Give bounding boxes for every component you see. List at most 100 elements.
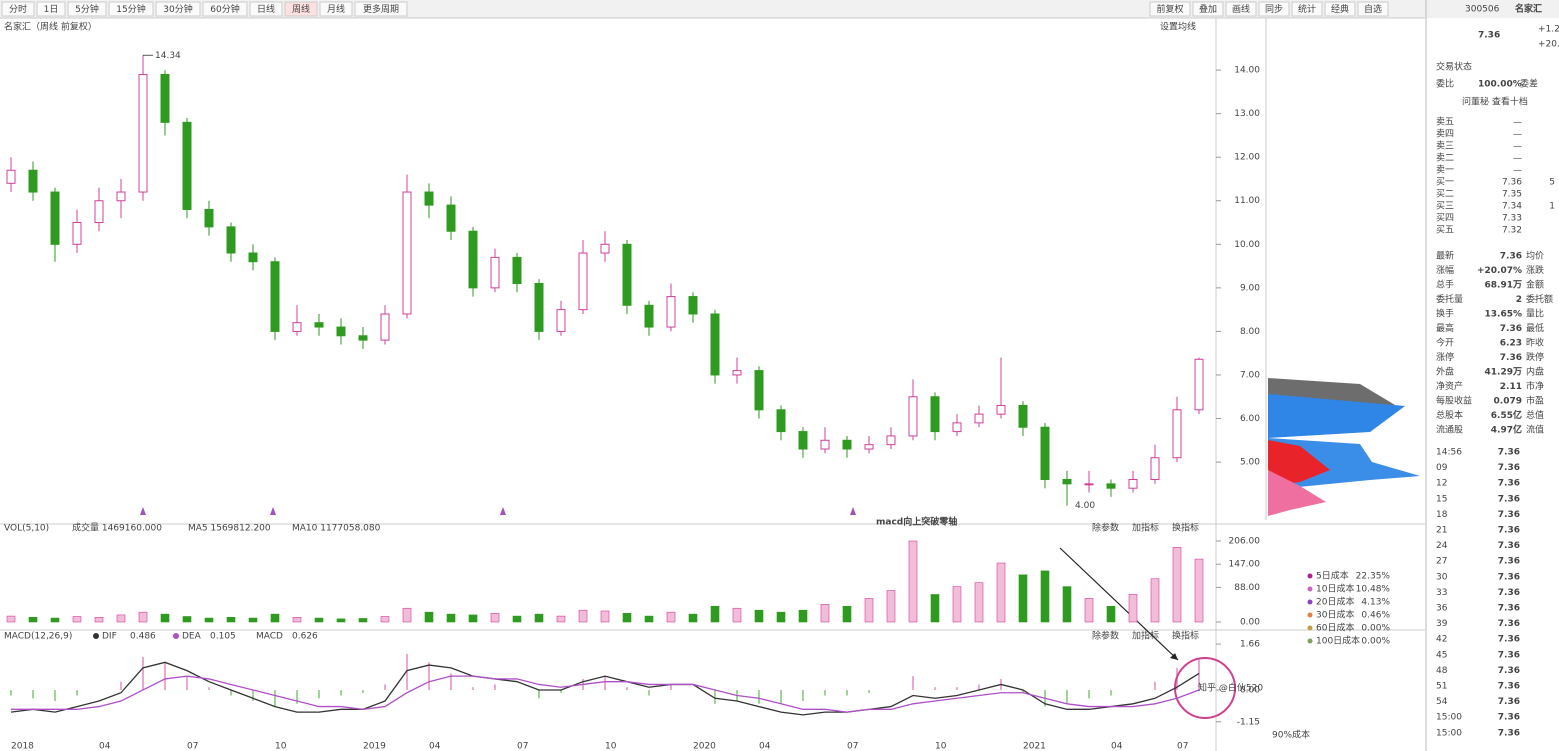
- trade-price: 7.36: [1498, 448, 1520, 458]
- stat-cell: 外盘: [1436, 366, 1454, 378]
- book-cell: —: [1513, 130, 1522, 140]
- stat-cell: 41.29万: [1485, 367, 1522, 378]
- candle-body: [534, 283, 544, 332]
- trade-price: 7.36: [1498, 572, 1520, 582]
- tab[interactable]: [67, 1, 107, 17]
- tool-label[interactable]: 前复权: [1156, 3, 1183, 15]
- y-tick-label: 10.00: [1234, 240, 1260, 250]
- trade-time: 33: [1436, 588, 1447, 598]
- volume-bar: [512, 615, 522, 623]
- tab[interactable]: [249, 1, 283, 17]
- panel-button[interactable]: 换指标: [1172, 522, 1199, 534]
- stat-cell: 7.36: [1500, 252, 1522, 262]
- tool-button[interactable]: [1225, 1, 1257, 17]
- volume-bar: [424, 611, 434, 623]
- tool-label[interactable]: 同步: [1265, 4, 1283, 15]
- stat-cell: 量比: [1526, 308, 1544, 320]
- panel-button[interactable]: 加指标: [1132, 630, 1159, 642]
- tab-label[interactable]: 分时: [9, 3, 27, 15]
- tool-button[interactable]: [1258, 1, 1290, 17]
- panel-button[interactable]: 除参数: [1092, 630, 1119, 642]
- x-tick-label: 07: [517, 742, 528, 751]
- candle-body: [886, 435, 896, 446]
- panel-button[interactable]: 加指标: [1132, 522, 1159, 534]
- tool-button[interactable]: [1291, 1, 1323, 17]
- tab[interactable]: [108, 1, 154, 17]
- tab[interactable]: [319, 1, 353, 17]
- y-tick-label: 0.00: [1240, 685, 1260, 695]
- candle-body: [116, 191, 126, 202]
- tab[interactable]: [354, 1, 408, 17]
- trade-time: 15:00: [1436, 728, 1462, 738]
- volume-bar: [930, 594, 940, 623]
- volume-bar: [1018, 574, 1028, 623]
- x-tick-label: 2021: [1023, 742, 1046, 751]
- trade-time: 18: [1436, 510, 1448, 520]
- candle-body: [6, 169, 16, 184]
- tab[interactable]: [202, 1, 248, 17]
- x-tick-label: 04: [99, 742, 111, 751]
- tool-button[interactable]: [1357, 1, 1389, 17]
- y-tick-label: 13.00: [1234, 109, 1260, 119]
- tab-label[interactable]: 更多周期: [363, 3, 399, 15]
- panel-button[interactable]: 除参数: [1092, 522, 1119, 534]
- candle-body: [996, 404, 1006, 415]
- x-tick-label: 04: [429, 742, 441, 751]
- x-tick-label: 2018: [11, 742, 34, 751]
- stat-cell: 0.079: [1494, 397, 1522, 407]
- tab-label[interactable]: 月线: [327, 3, 345, 15]
- stat-cell: 2: [1516, 295, 1522, 305]
- book-cell: —: [1513, 154, 1522, 164]
- candle-body: [666, 296, 676, 328]
- stat-cell: 金额: [1526, 279, 1544, 291]
- candle-body: [314, 322, 324, 328]
- chip-label: 30日成本: [1316, 609, 1354, 621]
- candle-body: [908, 396, 918, 437]
- tab-label[interactable]: 日线: [257, 3, 275, 15]
- tab-label[interactable]: 30分钟: [163, 3, 192, 15]
- tab[interactable]: [1, 1, 35, 17]
- tool-button[interactable]: [1192, 1, 1224, 17]
- panel-button[interactable]: 换指标: [1172, 630, 1199, 642]
- stat-cell: 跌停: [1526, 351, 1544, 363]
- tool-button[interactable]: [1149, 1, 1191, 17]
- chip-value: 22.35%: [1356, 572, 1391, 582]
- candle-body: [556, 309, 566, 332]
- tool-label[interactable]: 叠加: [1199, 4, 1217, 15]
- candle-body: [688, 296, 698, 315]
- stat-cell: 68.91万: [1485, 280, 1522, 291]
- tab-label[interactable]: 15分钟: [116, 3, 145, 15]
- tool-label[interactable]: 画线: [1232, 3, 1250, 15]
- max-label: 14.34: [155, 51, 181, 61]
- chip-value: 10.48%: [1356, 585, 1391, 595]
- tab-label[interactable]: 5分钟: [75, 3, 99, 15]
- tool-label[interactable]: 自选: [1364, 3, 1382, 15]
- volume-bar: [842, 605, 852, 623]
- x-tick-label: 07: [1177, 742, 1188, 751]
- tab[interactable]: [36, 1, 66, 17]
- volume-bar: [1172, 546, 1182, 623]
- volume-bar: [534, 613, 544, 623]
- trade-time: 30: [1436, 572, 1448, 582]
- tab-label[interactable]: 周线: [292, 3, 310, 15]
- candle-body: [468, 230, 478, 289]
- tab-label[interactable]: 60分钟: [210, 3, 239, 15]
- tool-label[interactable]: 统计: [1298, 3, 1316, 15]
- trade-price: 7.36: [1498, 588, 1520, 598]
- change: +1.23: [1538, 25, 1559, 35]
- y-tick-label: 206.00: [1229, 537, 1261, 547]
- book-cell: 卖三: [1436, 141, 1454, 152]
- trade-price: 7.36: [1498, 682, 1520, 692]
- candle-body: [380, 313, 390, 341]
- trade-price: 7.36: [1498, 494, 1520, 504]
- tab[interactable]: [155, 1, 201, 17]
- macd-line: [11, 675, 1200, 713]
- book-cell: 卖二: [1436, 153, 1454, 164]
- candle-body: [424, 191, 434, 206]
- tab-label[interactable]: 1日: [44, 4, 59, 15]
- tool-button[interactable]: [1324, 1, 1356, 17]
- tool-label[interactable]: 经典: [1331, 3, 1349, 15]
- tab[interactable]: [284, 1, 318, 17]
- book-cell: 买五: [1436, 225, 1454, 236]
- stat-cell: 流值: [1526, 424, 1544, 436]
